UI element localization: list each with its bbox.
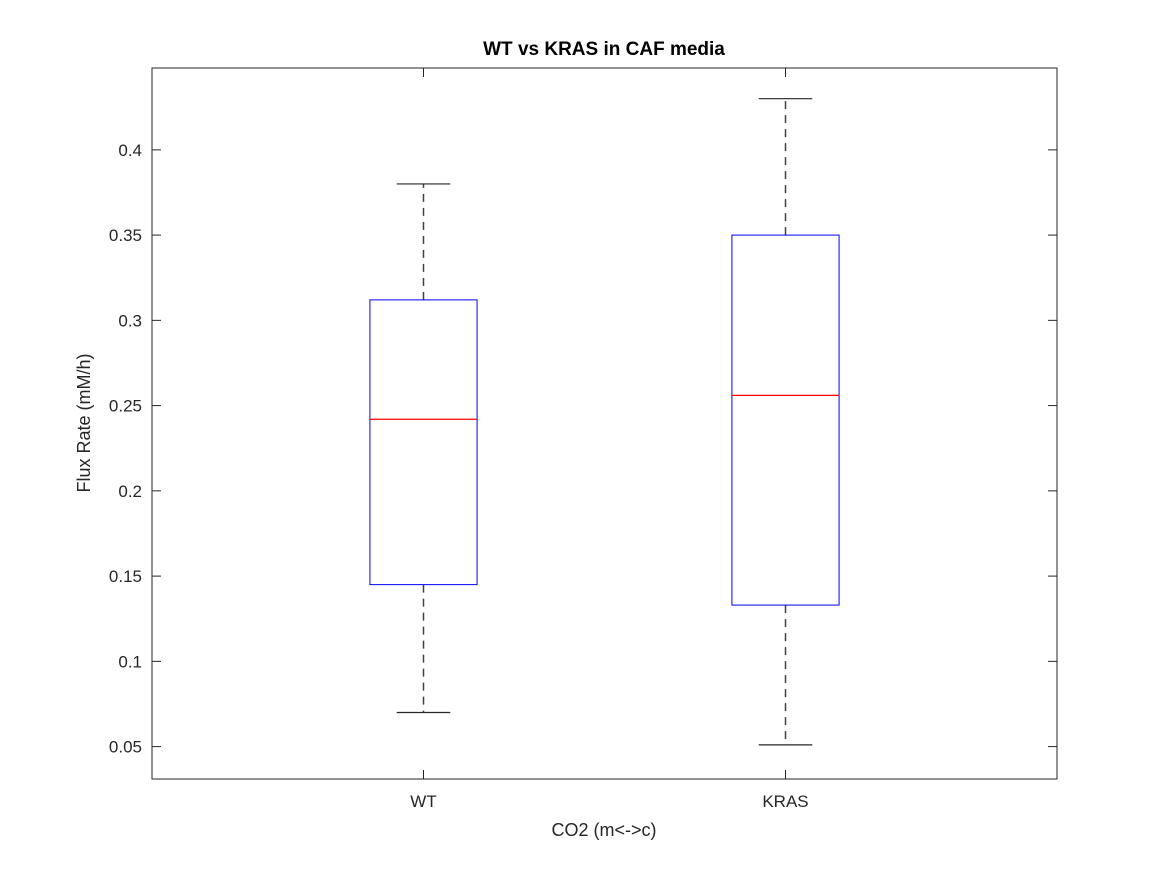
y-tick-label: 0.35 [109,226,142,245]
iqr-box [731,234,840,606]
y-tick-label: 0.05 [109,738,142,757]
y-tick-label: 0.15 [109,567,142,586]
iqr-box [369,299,478,586]
x-tick-label: KRAS [762,792,808,811]
y-tick-label: 0.4 [118,141,142,160]
y-tick-label: 0.1 [118,652,142,671]
x-axis: WT KRAS [410,68,809,811]
y-tick-label: 0.2 [118,482,142,501]
plot-area [151,67,1058,780]
x-tick-label: WT [410,792,436,811]
y-tick-label: 0.3 [118,311,142,330]
box-group-wt [369,183,478,714]
y-axis-label: Flux Rate (mM/h) [74,353,94,492]
chart-title: WT vs KRAS in CAF media [483,39,725,60]
box-group-kras [731,98,840,746]
y-tick-label: 0.25 [109,397,142,416]
x-axis-label: CO2 (m<->c) [551,820,656,840]
y-axis: 0.05 0.1 0.15 0.2 0.25 0.3 0.35 0.4 [109,141,1057,757]
chart-marks [369,98,840,746]
